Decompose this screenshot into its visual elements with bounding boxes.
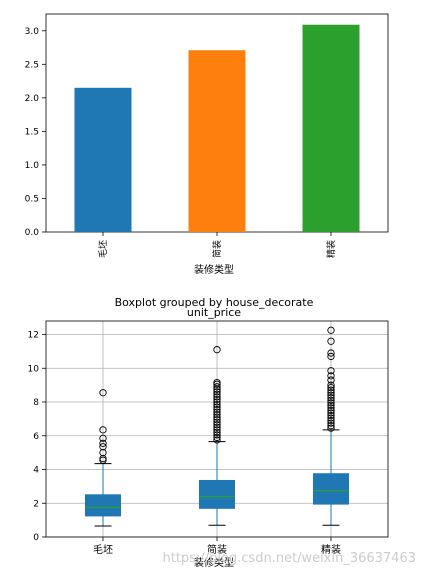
boxplot-outlier-point [213,436,221,444]
bar-y-axis: 0.0 0.5 1.0 1.5 2.0 2.5 3.0 [25,27,46,238]
boxplot-outlier-point [213,426,221,434]
boxplot-outlier-point [213,398,221,406]
boxplot-outlier-point [327,376,335,384]
boxplot-box [199,479,235,509]
boxplot-y-tick-label: 12 [28,331,39,341]
bar-x-tick-label: 毛坯 [97,240,109,258]
boxplot-outlier-point [327,381,335,389]
boxplot-chart: Boxplot grouped by house_decorate unit_p… [28,296,389,569]
bar-x-axis: 毛坯 简装 精装 [97,232,337,258]
bar-y-tick-label: 1.0 [25,161,40,171]
boxplot-outlier-point [213,413,221,421]
boxplot-outlier-point [213,346,221,354]
boxplot-outlier-point [327,394,335,402]
boxplot-outlier-point [213,411,221,419]
boxplot-outlier-point [213,393,221,401]
bar-y-tick-label: 1.5 [25,127,39,137]
boxplot-outlier-point [327,391,335,399]
bar-3 [302,24,360,233]
boxplot-outlier-point [213,418,221,426]
boxplot-y-tick-label: 8 [33,398,39,408]
bar-y-tick-label: 0.5 [25,194,39,204]
boxplot-outlier-point [327,389,335,397]
bar-chart: 0.0 0.5 1.0 1.5 2.0 2.5 3.0 毛坯 简装 精装 装修类型 [25,13,389,276]
boxplot-y-tick-label: 10 [28,364,40,374]
boxplot-outlier-point [99,439,107,447]
boxplot-outlier-point [327,384,335,392]
boxplot-x-tick-label: 简装 [207,543,227,556]
boxplot-x-tick-label: 毛坯 [93,544,113,556]
bar-2 [188,50,246,232]
bar-y-tick-label: 2.0 [25,94,40,104]
boxplot-outlier-point [327,372,335,380]
bar-x-tick-label: 简装 [211,240,223,258]
boxplot-outlier-point [327,367,335,375]
boxplot-group-1 [85,389,121,527]
boxplot-outlier-point [327,424,335,432]
boxplot-x-tick-label: 精装 [321,543,341,556]
boxplot-outlier-point [213,395,221,404]
boxplot-title: Boxplot grouped by house_decorate [115,296,314,309]
boxplot-outlier-point [213,383,221,391]
bar-y-tick-label: 3.0 [25,27,40,37]
boxplot-group-3 [313,326,349,526]
boxplot-group-2 [199,346,235,526]
boxplot-outlier-point [327,349,335,357]
boxplot-outlier-point [213,390,221,399]
boxplot-outlier-point [327,406,335,415]
boxplot-x-axis-label: 装修类型 [194,556,234,569]
boxplot-outlier-point [99,434,107,442]
boxplot-y-axis: 0 2 4 6 8 10 12 [28,331,46,543]
boxplot-outlier-point [327,399,335,407]
boxplot-box [313,473,349,505]
boxplot-outlier-point [327,386,335,394]
boxplot-outlier-point [99,448,107,457]
boxplot-outlier-point [99,454,107,463]
boxplot-outlier-point [327,409,335,417]
boxplot-subtitle: unit_price [187,306,241,319]
bar-series [74,24,360,233]
boxplot-outlier-point [213,405,221,414]
boxplot-outlier-point [327,404,335,412]
boxplot-outlier-point [213,400,221,409]
boxplot-outlier-point [327,419,335,427]
boxplot-y-tick-label: 2 [33,499,39,509]
boxplot-outlier-point [213,433,221,442]
boxplot-outlier-point [99,389,107,397]
boxplot-outlier-point [213,423,221,431]
boxplot-outlier-point [327,352,335,361]
boxplot-outlier-point [213,388,221,396]
boxplot-outlier-point [327,416,335,425]
bar-y-tick-label: 0.0 [25,228,40,238]
boxplot-outlier-point [327,396,335,404]
boxplot-x-axis: 毛坯 简装 精装 [93,537,341,556]
boxplot-outlier-point [327,421,335,430]
boxplot-outlier-point [213,408,221,416]
boxplot-outlier-point [327,411,335,420]
boxplot-y-tick-label: 0 [33,533,39,543]
boxplot-outlier-point [213,403,221,411]
boxplot-outlier-point [99,443,107,451]
boxplot-outlier-point [213,421,221,429]
boxplot-outlier-point [327,401,335,410]
bar-x-axis-label: 装修类型 [194,263,234,276]
boxplot-outlier-point [213,431,221,439]
boxplot-outlier-point [327,337,335,345]
boxplot-y-tick-label: 4 [33,466,39,476]
boxplot-outlier-point [327,414,335,422]
boxplot-series [85,326,349,527]
boxplot-outlier-point [213,378,221,387]
bar-y-tick-label: 2.5 [25,60,39,70]
watermark-text: https://blog.csdn.net/weixin_36637463 [162,551,416,566]
bar-x-tick-label: 精装 [325,240,337,258]
boxplot-box [85,494,121,517]
boxplot-outlier-point [99,426,107,434]
boxplot-outlier-point [327,326,335,334]
boxplot-outlier-point [213,428,221,437]
boxplot-y-tick-label: 6 [33,432,39,442]
bar-1 [74,87,132,233]
boxplot-outlier-point [213,416,221,424]
